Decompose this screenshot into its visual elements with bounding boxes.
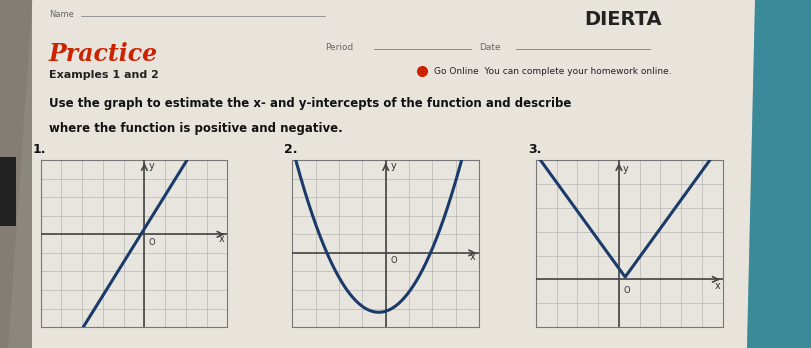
Text: O: O [390,256,397,265]
Text: Use the graph to estimate the x- and y-intercepts of the function and describe: Use the graph to estimate the x- and y-i… [49,97,570,110]
Text: O: O [622,285,629,294]
Text: y: y [622,164,628,174]
Text: 1.: 1. [32,143,46,156]
Text: DIERTA: DIERTA [584,10,662,30]
Text: x: x [219,234,225,244]
Text: 3.: 3. [527,143,540,156]
Text: x: x [469,252,475,262]
Text: y: y [390,161,396,171]
Text: O: O [148,238,155,246]
Text: y: y [148,161,154,171]
Text: 2.: 2. [284,143,298,156]
Text: where the function is positive and negative.: where the function is positive and negat… [49,122,342,135]
Polygon shape [8,0,754,348]
Text: Practice: Practice [49,42,157,66]
Text: Date: Date [478,44,500,53]
Text: Go Online  You can complete your homework online.: Go Online You can complete your homework… [434,67,672,76]
Text: Name: Name [49,10,74,19]
Text: x: x [714,281,719,291]
Text: Period: Period [324,44,353,53]
Polygon shape [746,0,811,348]
Text: Examples 1 and 2: Examples 1 and 2 [49,70,158,80]
Polygon shape [0,157,16,226]
Polygon shape [0,0,32,348]
